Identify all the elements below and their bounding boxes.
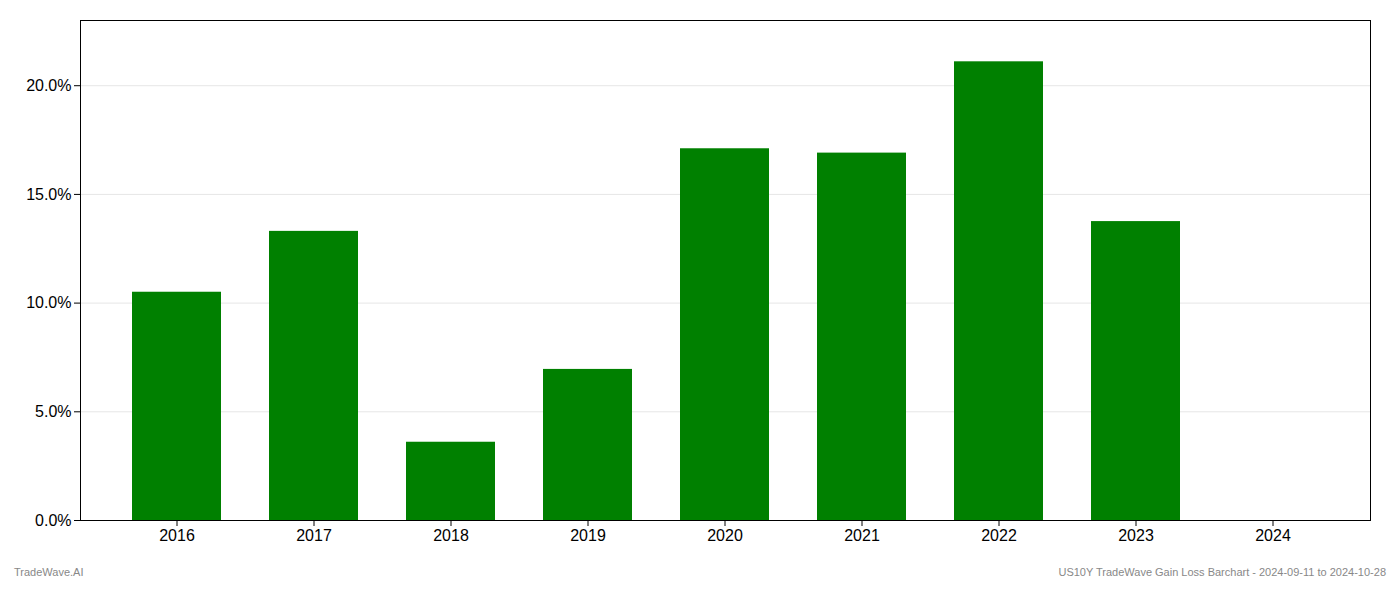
svg-text:2018: 2018: [433, 527, 469, 544]
svg-text:2020: 2020: [707, 527, 743, 544]
svg-text:15.0%: 15.0%: [26, 186, 71, 203]
svg-text:2021: 2021: [844, 527, 880, 544]
svg-text:2024: 2024: [1255, 527, 1291, 544]
svg-text:2019: 2019: [570, 527, 606, 544]
svg-text:0.0%: 0.0%: [35, 512, 71, 529]
svg-text:2016: 2016: [159, 527, 195, 544]
svg-text:2017: 2017: [296, 527, 332, 544]
svg-text:5.0%: 5.0%: [35, 403, 71, 420]
html-text:TradeWave.AI: TradeWave.AI: [14, 566, 84, 578]
svg-text:20.0%: 20.0%: [26, 77, 71, 94]
svg-text:10.0%: 10.0%: [26, 294, 71, 311]
html-text:US10Y TradeWave Gain Loss Barc: US10Y TradeWave Gain Loss Barchart - 202…: [1058, 566, 1386, 578]
svg-text:2022: 2022: [981, 527, 1017, 544]
svg-text:2023: 2023: [1118, 527, 1154, 544]
